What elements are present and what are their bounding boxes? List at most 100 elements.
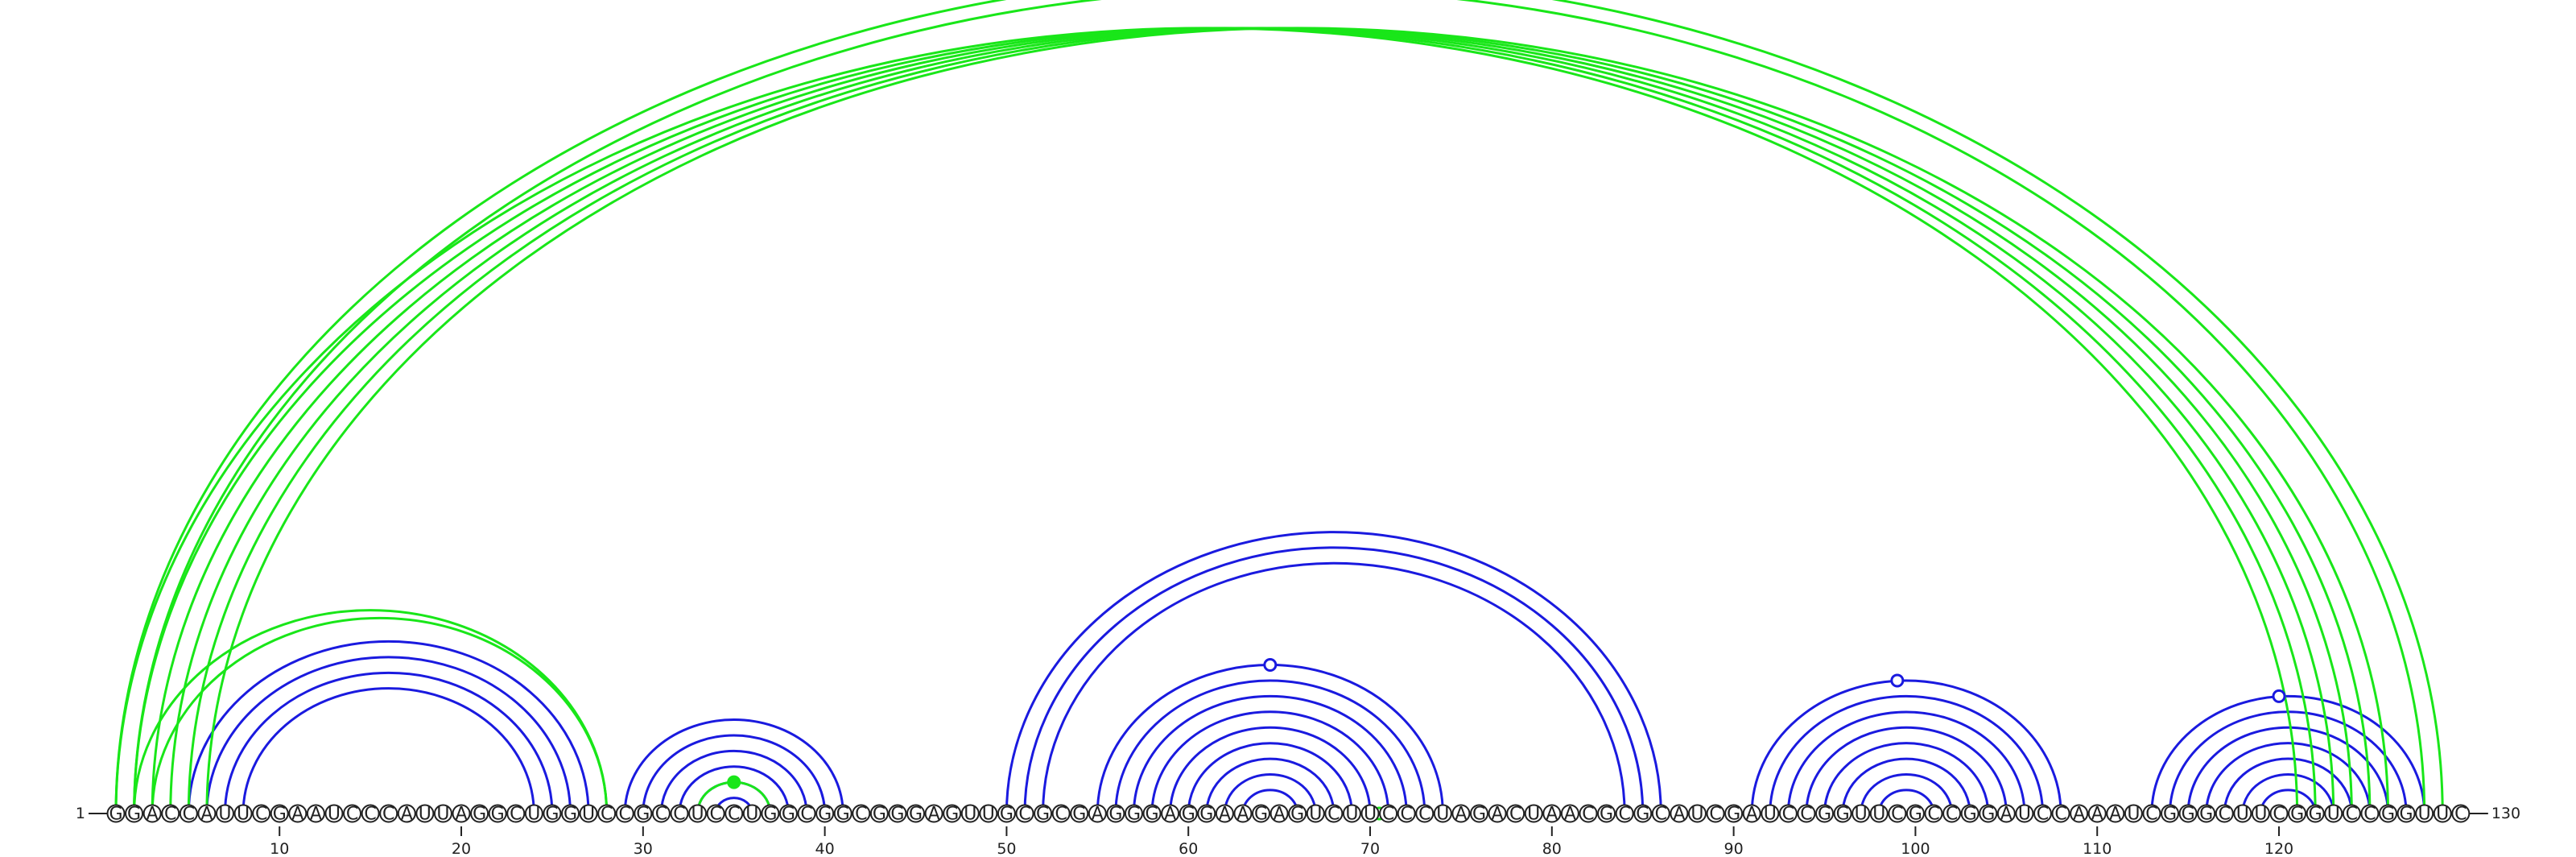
nucleotide: G (1833, 804, 1852, 825)
nucleotide-letter: C (1018, 805, 1030, 825)
nucleotide-circle (1524, 804, 1543, 823)
nucleotide-letter: U (1345, 805, 1358, 825)
nucleotide-circle (1488, 804, 1507, 823)
nucleotide-letter: C (346, 805, 358, 825)
nucleotide-letter: A (291, 805, 303, 825)
nucleotide-letter: G (127, 805, 141, 825)
helix-arc (1132, 694, 1408, 814)
nucleotide-letter: A (147, 805, 159, 825)
nucleotide-circle (1579, 804, 1598, 823)
helix-arc (1805, 726, 2008, 814)
helix-arc (1786, 710, 2026, 814)
helix-arc (642, 734, 827, 814)
nucleotide-letter: G (818, 805, 832, 825)
nucleotide: U (1852, 804, 1871, 825)
nucleotide-letter: C (1891, 805, 1903, 825)
nucleotide-letter: A (455, 805, 467, 825)
nucleotide: C (1015, 804, 1034, 825)
nucleotide: G (906, 804, 926, 825)
nucleotide: G (761, 804, 780, 825)
nucleotide: U (1342, 804, 1361, 825)
nucleotide-circle (724, 804, 744, 823)
nucleotide-circle (1088, 804, 1107, 823)
nucleotide-circle (1597, 804, 1616, 823)
nucleotide-letter: U (2127, 805, 2140, 825)
helix-arc (1023, 546, 1645, 814)
nucleotide: A (2106, 804, 2125, 825)
nucleotide-circle (2087, 804, 2107, 823)
nucleotide-letter: C (709, 805, 721, 825)
nucleotide-letter: C (1400, 805, 1412, 825)
nucleotide: A (306, 804, 325, 825)
nucleotide-circle (1852, 804, 1871, 823)
nucleotide-circle (1433, 804, 1452, 823)
nucleotide-circle (979, 804, 998, 823)
nucleotide-letter: G (836, 805, 850, 825)
nucleotide: G (943, 804, 962, 825)
nucleotide-circle (1742, 804, 1761, 823)
nucleotide-letter: A (1564, 805, 1576, 825)
nucleotide-letter: C (2037, 805, 2049, 825)
nucleotide-circle (2124, 804, 2143, 823)
sequence-start-label: 1 (76, 805, 85, 822)
nucleotide: A (1161, 804, 1180, 825)
nucleotide-letter: C (1946, 805, 1958, 825)
nucleotide: G (2161, 804, 2180, 825)
nucleotide-circle (1560, 804, 1579, 823)
nucleotide-circle (2433, 804, 2452, 823)
nucleotide-circle (797, 804, 816, 823)
nucleotide-letter: U (1527, 805, 1540, 825)
nucleotide-circle (778, 804, 798, 823)
helix-arc (2223, 757, 2353, 814)
nucleotide-letter: G (473, 805, 486, 825)
nucleotide-letter: G (1727, 805, 1740, 825)
nucleotide: U (1524, 804, 1543, 825)
nucleotide-circle (343, 804, 362, 823)
nucleotide: C (1706, 804, 1725, 825)
tick-label: 80 (1542, 840, 1562, 857)
nucleotide-circle (1706, 804, 1725, 823)
nucleotide: G (2197, 804, 2216, 825)
nucleotide: C (1051, 804, 1071, 825)
nucleotide: G (1470, 804, 1488, 825)
nucleotide: C (651, 804, 671, 825)
pseudoknot-arc (114, 0, 2444, 814)
nucleotide-letter: U (419, 805, 431, 825)
nucleotide: A (1488, 804, 1507, 825)
nucleotide-circle (670, 804, 689, 823)
nucleotide: A (2070, 804, 2089, 825)
nucleotide-circle (997, 804, 1016, 823)
nucleotide-letter: G (545, 805, 559, 825)
nucleotide-circle (1651, 804, 1670, 823)
nucleotide: U (979, 804, 998, 825)
nucleotide-letter: A (1164, 805, 1176, 825)
nucleotide: G (1597, 804, 1616, 825)
nucleotide-circle (579, 804, 598, 823)
helix-arc (2241, 773, 2335, 814)
nucleotide-circle (2415, 804, 2434, 823)
nucleotide-circle (1960, 804, 1979, 823)
nucleotide-circle (1615, 804, 1634, 823)
nucleotide-circle (888, 804, 907, 823)
nucleotide-circle (1142, 804, 1162, 823)
nucleotide-circle (943, 804, 962, 823)
nucleotide-letter: G (1108, 805, 1122, 825)
nucleotide: A (1269, 804, 1289, 825)
pseudoknot-arc (114, 27, 2299, 814)
nucleotide: A (1560, 804, 1579, 825)
nucleotide-letter: A (2000, 805, 2013, 825)
nucleotide-letter: G (636, 805, 650, 825)
helix-arc (1769, 694, 2044, 814)
tick-label: 60 (1179, 840, 1198, 857)
nucleotide: U (2251, 804, 2270, 825)
nucleotide-circle (2142, 804, 2161, 823)
nucleotide-letter: C (1055, 805, 1067, 825)
nucleotide: C (670, 804, 689, 825)
nucleotide-circle (2451, 804, 2471, 823)
nucleotide-circle (651, 804, 671, 823)
nucleotide: C (1506, 804, 1525, 825)
nucleotide: C (252, 804, 271, 825)
sequence-end-label: 130 (2491, 805, 2520, 822)
nucleotide-circle (252, 804, 271, 823)
pair-marker (2272, 689, 2286, 703)
